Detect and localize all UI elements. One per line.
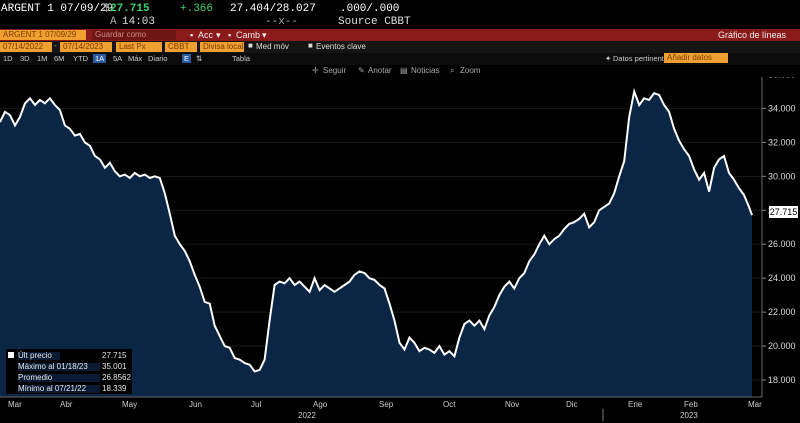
acc-menu[interactable]: Acc [198, 30, 214, 40]
currency-select[interactable]: Divisa local [200, 42, 244, 52]
x-tick-label: Feb [684, 400, 698, 409]
period-option[interactable]: E [182, 54, 192, 63]
security-field[interactable]: ARGENT 1 07/09/29 [0, 30, 86, 40]
security-ticker[interactable]: ARGENT 1 07/09/29 [1, 3, 114, 15]
key-events-label[interactable]: Eventos clave [316, 42, 366, 51]
legend-value: 18.339 [102, 384, 127, 393]
filter-bar: 07/14/2022 - 07/14/2023 Last Px CBBT Div… [0, 41, 800, 53]
period-YTD[interactable]: YTD [73, 54, 88, 63]
legend-label: Mínimo al 07/21/22 [18, 384, 87, 393]
chevron-down-icon[interactable]: ▾ [216, 30, 221, 40]
x-tick-label: Oct [443, 400, 456, 409]
x-tick-label: Jun [189, 400, 202, 409]
zoom-icon[interactable]: ⌕ [450, 66, 455, 75]
period-Máx[interactable]: Máx [128, 54, 143, 63]
year-label: 2023 [680, 411, 698, 420]
start-date-field[interactable]: 07/14/2022 [0, 42, 52, 52]
y-tick-label: 24.000 [768, 273, 796, 283]
chart-toolbar: ✛ Seguir ✎ Anotar ▤ Noticias ⌕ Zoom [0, 65, 800, 77]
datos-pertinentes-icon[interactable]: ✦ [605, 54, 612, 63]
moving-average-checkbox[interactable]: ■ [248, 41, 253, 50]
camb-menu-icon[interactable]: ▪ [228, 30, 232, 40]
legend-value: 27.715 [102, 351, 127, 360]
period-6M[interactable]: 6M [54, 54, 65, 63]
legend-bar [18, 352, 60, 360]
x-tick-label: Ago [313, 400, 328, 409]
legend-bar [18, 363, 100, 371]
x-tick-label: Sep [379, 400, 394, 409]
price-area [0, 91, 752, 397]
last-price-tag: 27.715 [769, 206, 798, 218]
last-time: 14:03 [122, 16, 156, 28]
dashes: --x-- [265, 16, 299, 28]
currency-mark: $ [103, 3, 110, 15]
field-select[interactable]: Last Px [116, 42, 162, 52]
x-tick-label: May [122, 400, 137, 409]
crosshair-icon[interactable]: ✛ [312, 66, 319, 75]
camb-menu[interactable]: Camb [236, 30, 261, 40]
year-label: 2022 [298, 411, 316, 420]
source-select[interactable]: CBBT [165, 42, 197, 52]
bid-ask: 27.404/28.027 [230, 3, 316, 15]
moving-average-label[interactable]: Med móv [256, 42, 289, 51]
period-1D[interactable]: 1D [3, 54, 13, 63]
x-tick-label: Nov [505, 400, 519, 409]
x-tick-label: Jul [251, 400, 261, 409]
period-Tabla[interactable]: Tabla [232, 54, 250, 63]
legend-label: Promedio [18, 373, 53, 382]
time-prefix: A [110, 16, 117, 28]
chart-title-bar: ARGENT 1 07/09/29 Guardar como ▪ Acc ▾ ▪… [0, 29, 800, 41]
end-date-field[interactable]: 07/14/2023 [60, 42, 112, 52]
chart-legend: Últ precio 27.715 Máximo al 01/18/23 35.… [6, 349, 132, 394]
period-1M[interactable]: 1M [37, 54, 48, 63]
tool-noticias[interactable]: Noticias [411, 66, 440, 75]
legend-swatch [8, 352, 14, 358]
y-tick-label: 30.000 [768, 171, 796, 181]
save-as-field[interactable]: Guardar como [92, 30, 176, 40]
y-tick-label: 18.000 [768, 375, 796, 385]
price-source: Source CBBT [338, 16, 411, 28]
x-tick-label: Mar [8, 400, 22, 409]
x-tick-label: Mar [748, 400, 762, 409]
x-tick-label: Dic [566, 400, 578, 409]
acc-menu-icon[interactable]: ▪ [190, 30, 194, 40]
chart-type-title: Gráfico de líneas [718, 30, 787, 40]
y-tick-label: 22.000 [768, 307, 796, 317]
legend-bar [18, 385, 100, 393]
x-tick-label: Ene [628, 400, 643, 409]
last-price: 27.715 [110, 3, 150, 15]
period-1A[interactable]: 1A [93, 54, 107, 63]
legend-label: Últ precio [18, 351, 52, 360]
spread: .000/.000 [340, 3, 400, 15]
chevron-down-icon[interactable]: ▾ [262, 30, 267, 40]
legend-label: Máximo al 01/18/23 [18, 362, 88, 371]
y-tick-label: 20.000 [768, 341, 796, 351]
period-5A[interactable]: 5A [113, 54, 123, 63]
period-bar: 1D 3D 1M 6M YTD 1A 5A Máx Diario E ⇅ Tabla ✦ Datos … [0, 53, 800, 65]
y-tick-label: 32.000 [768, 137, 796, 147]
legend-bar [18, 374, 100, 382]
header-bar: ARGENT 1 07/09/29 $ 27.715 +.366 27.404/… [0, 0, 800, 29]
tool-anotar[interactable]: Anotar [368, 66, 392, 75]
y-tick-label: 34.000 [768, 103, 796, 113]
period-3D[interactable]: 3D [20, 54, 30, 63]
add-data-field[interactable]: Añadir datos [664, 53, 728, 63]
price-line [0, 87, 753, 373]
key-events-checkbox[interactable]: ■ [308, 41, 313, 50]
period-Diario[interactable]: Diario [148, 54, 168, 63]
x-tick-label: Abr [60, 400, 73, 409]
legend-value: 26.8562 [102, 373, 131, 382]
period-option[interactable]: ⇅ [196, 54, 203, 63]
news-icon[interactable]: ▤ [400, 66, 408, 75]
tool-zoom[interactable]: Zoom [460, 66, 481, 75]
y-tick-label: 26.000 [768, 239, 796, 249]
tool-seguir[interactable]: Seguir [323, 66, 347, 75]
legend-value: 35.001 [102, 362, 127, 371]
pencil-icon[interactable]: ✎ [358, 66, 365, 75]
price-change: +.366 [180, 3, 214, 15]
datos-pertinentes[interactable]: Datos pertinent [613, 54, 664, 63]
date-separator: - [54, 41, 57, 50]
